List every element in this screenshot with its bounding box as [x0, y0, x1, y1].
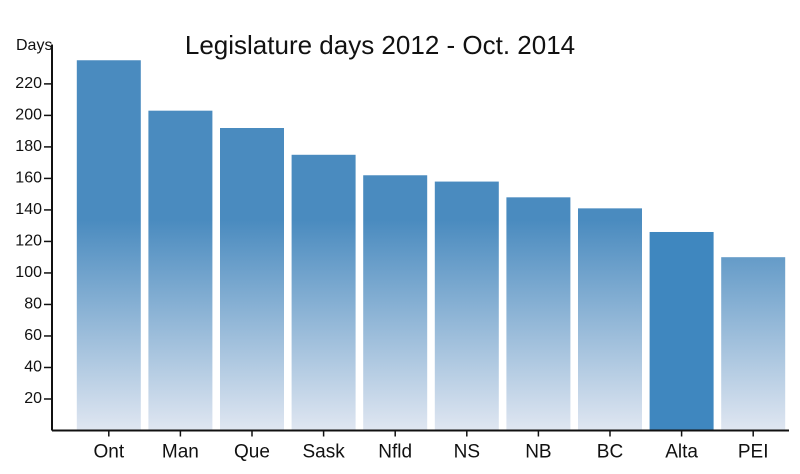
bar	[578, 208, 642, 431]
y-tick-label: 60	[24, 327, 42, 344]
y-tick-label: 100	[15, 264, 42, 281]
y-tick-label: 160	[15, 170, 42, 187]
x-tick-label: NS	[454, 442, 480, 463]
y-tick-label: 40	[24, 359, 42, 376]
y-tick-label: 140	[15, 201, 42, 218]
x-tick-label: Que	[234, 442, 270, 463]
y-tick-label: 80	[24, 296, 42, 313]
bar	[721, 257, 786, 431]
x-tick-label: NB	[525, 442, 551, 463]
y-tick-label: 120	[15, 233, 42, 250]
y-tick-label: 20	[24, 390, 42, 407]
x-tick-label: PEI	[738, 442, 769, 463]
bar	[649, 231, 714, 431]
x-tick-label: Ont	[93, 442, 124, 463]
bar	[363, 175, 428, 431]
chart-title: Legislature days 2012 - Oct. 2014	[185, 30, 575, 60]
bar	[506, 197, 571, 431]
y-tick-label: 200	[15, 107, 42, 124]
y-axis-label: Days	[16, 37, 52, 54]
x-tick-label: Sask	[302, 442, 345, 463]
x-tick-label: Nfld	[378, 442, 412, 463]
bar	[220, 128, 284, 431]
x-tick-label: Alta	[665, 442, 698, 463]
bar	[434, 181, 499, 431]
bar	[76, 60, 141, 431]
x-tick-label: Man	[162, 442, 199, 463]
x-tick-label: BC	[597, 442, 623, 463]
bar	[148, 110, 213, 431]
y-tick-label: 220	[15, 75, 42, 92]
bar	[291, 154, 356, 431]
y-tick-label: 180	[15, 138, 42, 155]
